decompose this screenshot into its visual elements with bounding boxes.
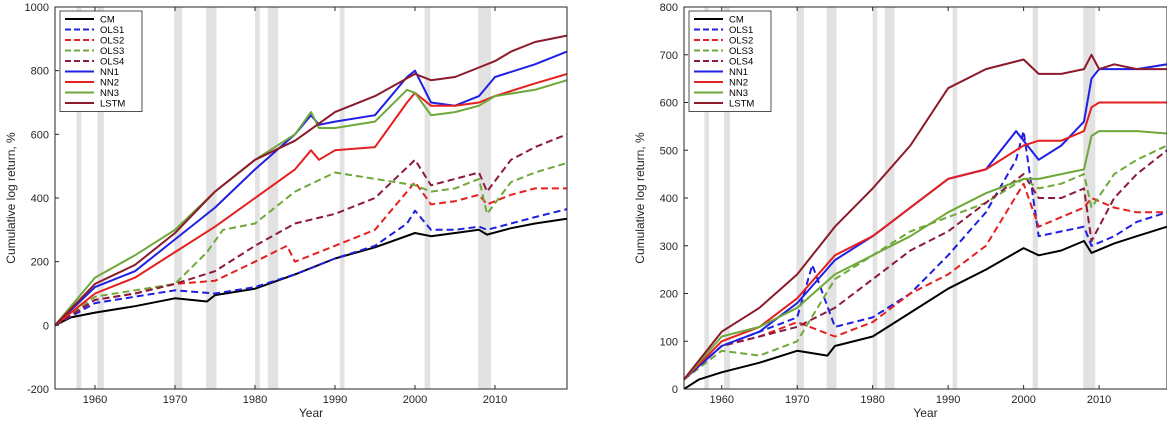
y-tick-label: 300 [660, 241, 678, 253]
x-tick-label: 2000 [403, 394, 427, 406]
y-tick-label: 100 [660, 336, 678, 348]
legend-label: OLS2 [729, 36, 753, 47]
shaded-band [723, 7, 731, 389]
x-tick-label: 1970 [163, 394, 187, 406]
shaded-band [76, 7, 82, 389]
legend-label: NN2 [729, 78, 748, 89]
legend-label: LSTM [100, 99, 125, 110]
legend-label: OLS3 [100, 46, 124, 57]
legend-label: NN1 [729, 67, 748, 78]
legend-label: OLS4 [729, 57, 753, 68]
y-tick-label: 600 [660, 98, 678, 110]
shaded-band [267, 7, 279, 389]
shaded-band [97, 7, 104, 389]
y-tick-label: 200 [660, 289, 678, 301]
shaded-band [1083, 7, 1096, 389]
x-tick-label: 1970 [785, 394, 809, 406]
shaded-band [339, 7, 345, 389]
legend-label: LSTM [729, 99, 754, 110]
series-line-ols4 [55, 133, 567, 327]
x-tick-label: 1960 [83, 394, 107, 406]
y-tick-label: 700 [660, 50, 678, 62]
legend-label: NN2 [100, 78, 119, 89]
y-axis-title: Cumulative log return, % [633, 132, 647, 264]
legend-box [688, 10, 772, 112]
chart-panel-2: 1960 1970 1980 1990 2000 2010 0 100 200 300 400 500… [633, 2, 1167, 420]
shaded-band [872, 7, 878, 389]
shaded-band [174, 7, 183, 389]
series-group [55, 34, 567, 327]
y-tick-label: -200 [27, 384, 49, 396]
y-tick-label: 0 [43, 320, 49, 332]
x-tick-label: 1990 [936, 394, 960, 406]
legend-label: OLS1 [100, 25, 124, 36]
series-line-nn3 [55, 79, 567, 326]
y-tick-label: 400 [660, 193, 678, 205]
x-tick-label: 2010 [1087, 394, 1111, 406]
y-tick-label: 500 [660, 145, 678, 157]
legend-box [59, 10, 143, 112]
series-line-ols2 [684, 182, 1167, 381]
shaded-band [826, 7, 837, 389]
y-tick-label: 1000 [25, 2, 49, 14]
y-tick-label: 0 [672, 384, 678, 396]
y-tick-label: 800 [660, 2, 678, 14]
y-axis-title: Cumulative log return, % [4, 132, 18, 264]
legend-label: CM [100, 15, 115, 26]
x-axis-title: Year [299, 406, 323, 420]
chart-panel-1: 1960 1970 1980 1990 2000 2010 -200 0 200 400 600 80… [4, 2, 568, 420]
shaded-band [952, 7, 958, 389]
series-line-nn2 [684, 101, 1167, 381]
x-tick-label: 2010 [483, 394, 507, 406]
x-tick-label: 1990 [323, 394, 347, 406]
shaded-band [884, 7, 895, 389]
legend-label: NN3 [100, 88, 119, 99]
series-line-ols1 [55, 208, 567, 327]
legend-label: NN1 [100, 67, 119, 78]
legend-label: OLS1 [729, 25, 753, 36]
legend-label: OLS3 [729, 46, 753, 57]
series-line-ols4 [684, 149, 1167, 381]
series-line-nn2 [55, 72, 567, 327]
x-tick-label: 1980 [860, 394, 884, 406]
series-group [684, 53, 1167, 389]
shaded-band [206, 7, 217, 389]
shaded-band [796, 7, 804, 389]
x-tick-label: 2000 [1011, 394, 1035, 406]
series-line-cm [684, 225, 1167, 389]
series-line-lstm [684, 53, 1167, 381]
x-tick-label: 1980 [243, 394, 267, 406]
shaded-band [704, 7, 709, 389]
shaded-band [255, 7, 260, 389]
legend-label: OLS4 [100, 57, 124, 68]
y-tick-label: 400 [31, 193, 49, 205]
legend-label: OLS2 [100, 36, 124, 47]
y-tick-label: 200 [31, 257, 49, 269]
series-line-nn1 [55, 50, 567, 327]
x-axis-title: Year [913, 406, 937, 420]
series-line-ols1 [684, 130, 1167, 381]
y-tick-label: 600 [31, 129, 49, 141]
shaded-band [1032, 7, 1038, 389]
x-tick-label: 1960 [709, 394, 733, 406]
legend-label: NN3 [729, 88, 748, 99]
series-line-nn3 [684, 130, 1167, 381]
legend-label: CM [729, 15, 744, 26]
series-line-lstm [55, 34, 567, 326]
y-tick-label: 800 [31, 66, 49, 78]
